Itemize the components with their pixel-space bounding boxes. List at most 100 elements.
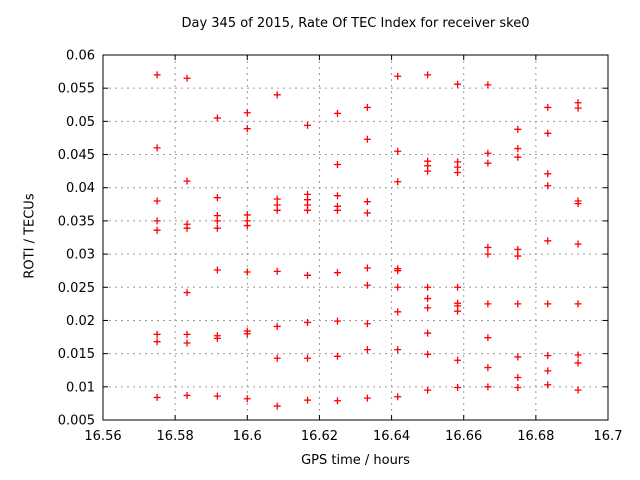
data-point-marker xyxy=(454,80,462,88)
data-point-marker xyxy=(424,386,432,394)
data-point-marker xyxy=(363,281,371,289)
data-point-marker xyxy=(424,304,432,312)
y-tick-label: 0.01 xyxy=(66,380,95,395)
y-tick-label: 0.02 xyxy=(66,314,95,329)
data-point-marker xyxy=(544,237,552,245)
data-point-marker xyxy=(304,206,312,214)
data-point-marker xyxy=(544,170,552,178)
x-tick-label: 16.6 xyxy=(233,429,262,444)
data-point-marker xyxy=(153,144,161,152)
data-point-marker xyxy=(333,206,341,214)
data-point-marker xyxy=(394,393,402,401)
data-point-marker xyxy=(273,354,281,362)
data-point-marker xyxy=(304,396,312,404)
data-point-marker xyxy=(333,397,341,405)
data-point-marker xyxy=(514,245,522,253)
data-point-marker xyxy=(333,161,341,168)
data-point-marker xyxy=(243,109,251,117)
data-point-marker xyxy=(394,308,402,316)
plot-border xyxy=(102,54,609,421)
data-point-marker xyxy=(153,226,161,234)
y-tick-label: 0.005 xyxy=(58,414,95,429)
data-point-marker xyxy=(273,195,281,203)
data-point-marker xyxy=(574,386,582,394)
x-tick-label: 16.62 xyxy=(301,429,338,444)
y-tick-label: 0.045 xyxy=(58,148,95,163)
data-point-marker xyxy=(544,103,552,111)
data-point-marker xyxy=(574,300,582,308)
data-point-marker xyxy=(544,300,552,308)
data-point-marker xyxy=(304,121,312,129)
data-point-marker xyxy=(484,300,492,308)
data-point-marker xyxy=(424,283,432,291)
data-point-marker xyxy=(544,367,552,375)
data-point-marker xyxy=(153,71,161,79)
data-point-marker xyxy=(273,91,281,99)
data-point-marker xyxy=(574,104,582,112)
data-point-marker xyxy=(424,329,432,337)
x-tick-label: 16.56 xyxy=(84,429,121,444)
data-point-marker xyxy=(514,252,522,260)
x-tick-label: 16.66 xyxy=(445,429,482,444)
data-point-marker xyxy=(394,178,402,186)
data-point-marker xyxy=(273,267,281,275)
data-point-marker xyxy=(514,145,522,153)
data-point-marker xyxy=(514,353,522,361)
data-point-marker xyxy=(273,322,281,330)
y-tick-label: 0.015 xyxy=(58,347,95,362)
y-tick-label: 0.055 xyxy=(58,82,95,97)
data-point-marker xyxy=(424,71,432,79)
x-tick-label: 16.58 xyxy=(157,429,194,444)
data-point-marker xyxy=(363,346,371,354)
data-point-marker xyxy=(454,383,462,391)
y-tick-label: 0.05 xyxy=(66,115,95,130)
data-point-marker xyxy=(273,402,281,410)
data-point-marker xyxy=(514,300,522,308)
data-point-marker xyxy=(213,194,221,202)
data-point-marker xyxy=(183,74,191,82)
y-tick-label: 0.025 xyxy=(58,281,95,296)
data-point-marker xyxy=(454,283,462,291)
data-point-marker xyxy=(454,168,462,176)
data-point-marker xyxy=(394,283,402,291)
data-point-marker xyxy=(213,114,221,122)
data-point-marker xyxy=(394,267,402,275)
data-point-marker xyxy=(363,103,371,111)
x-tick-label: 16.68 xyxy=(517,429,554,444)
data-point-marker xyxy=(153,330,161,338)
data-point-marker xyxy=(243,222,251,230)
data-point-marker xyxy=(363,394,371,402)
data-point-marker xyxy=(304,318,312,326)
data-point-marker xyxy=(363,135,371,143)
data-point-marker xyxy=(183,339,191,347)
data-point-marker xyxy=(243,125,251,133)
data-point-marker xyxy=(183,224,191,232)
data-point-marker xyxy=(153,197,161,205)
data-point-marker xyxy=(183,289,191,297)
chart-title: Day 345 of 2015, Rate Of TEC Index for r… xyxy=(181,16,530,31)
data-point-marker xyxy=(153,338,161,346)
data-point-marker xyxy=(574,240,582,248)
y-tick-label: 0.03 xyxy=(66,248,95,263)
data-point-marker xyxy=(454,307,462,315)
data-point-marker xyxy=(153,393,161,401)
data-point-marker xyxy=(213,334,221,342)
data-point-marker xyxy=(153,217,161,225)
data-point-marker xyxy=(514,125,522,133)
data-point-marker xyxy=(333,109,341,117)
data-point-marker xyxy=(183,177,191,185)
data-point-marker xyxy=(304,271,312,279)
data-point-marker xyxy=(394,346,402,354)
data-point-marker xyxy=(484,159,492,167)
data-point-marker xyxy=(363,264,371,272)
data-point-marker xyxy=(304,354,312,362)
y-tick-label: 0.04 xyxy=(66,181,95,196)
data-point-marker xyxy=(574,351,582,359)
data-point-marker xyxy=(213,224,221,232)
data-point-marker xyxy=(363,209,371,217)
data-point-marker xyxy=(514,374,522,382)
data-point-marker xyxy=(363,320,371,328)
data-point-marker xyxy=(544,352,552,360)
data-point-marker xyxy=(484,334,492,342)
